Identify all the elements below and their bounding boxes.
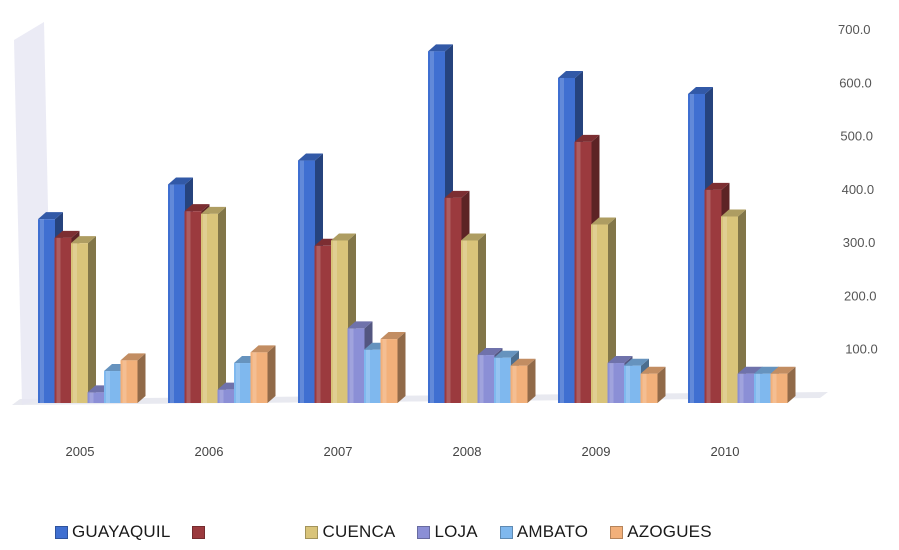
x-axis-ticks: 2005 2006 2007 2008 2009 2010 <box>66 444 740 459</box>
y-tick-label: 400.0 <box>842 182 875 197</box>
y-tick-label: 200.0 <box>844 288 877 303</box>
bar-group <box>38 44 796 404</box>
y-axis-ticks: 100.0 200.0 300.0 400.0 500.0 600.0 700.0 <box>838 22 878 357</box>
legend-label: AMBATO <box>516 522 589 541</box>
legend-label: LOJA <box>434 522 478 541</box>
bar-azogues-2007 <box>380 332 406 403</box>
legend-swatch <box>192 525 206 539</box>
legend-item: GUAYAQUIL <box>55 522 170 542</box>
legend-swatch <box>305 525 319 539</box>
bar-azogues-2010 <box>770 366 796 403</box>
x-tick-label: 2005 <box>66 444 95 459</box>
y-tick-label: 500.0 <box>840 129 873 144</box>
legend-item: LOJA <box>417 522 478 542</box>
bar-cuenca-2009 <box>591 217 616 403</box>
x-tick-label: 2009 <box>582 444 611 459</box>
legend-label: CUENCA <box>322 522 396 541</box>
legend-swatch <box>55 525 68 539</box>
legend-item: AMBATO <box>499 522 589 542</box>
legend-item: AZOGUES <box>610 522 712 542</box>
x-tick-label: 2007 <box>324 444 353 459</box>
chart-legend: GUAYAQUIL CUENCA LOJA AMBATO AZOGUES <box>55 522 734 542</box>
x-tick-label: 2008 <box>453 444 482 459</box>
bar-azogues-2008 <box>510 358 536 403</box>
bar-azogues-2005 <box>120 353 146 403</box>
y-tick-label: 300.0 <box>843 235 876 250</box>
legend-swatch <box>499 525 513 539</box>
bar-cuenca-2005 <box>71 236 96 403</box>
x-tick-label: 2006 <box>195 444 224 459</box>
y-tick-label: 700.0 <box>838 22 871 37</box>
legend-item <box>192 522 209 542</box>
bar-azogues-2006 <box>250 345 276 403</box>
legend-label: AZOGUES <box>627 522 712 541</box>
legend-swatch <box>610 525 624 539</box>
legend-label: GUAYAQUIL <box>72 522 171 541</box>
legend-swatch <box>417 525 431 539</box>
x-tick-label: 2010 <box>711 444 740 459</box>
bar-azogues-2009 <box>640 366 666 403</box>
legend-item: CUENCA <box>305 522 395 542</box>
y-tick-label: 600.0 <box>839 75 872 90</box>
y-tick-label: 100.0 <box>845 342 878 357</box>
bar-cuenca-2006 <box>201 206 226 403</box>
bar-cuenca-2010 <box>721 209 746 403</box>
